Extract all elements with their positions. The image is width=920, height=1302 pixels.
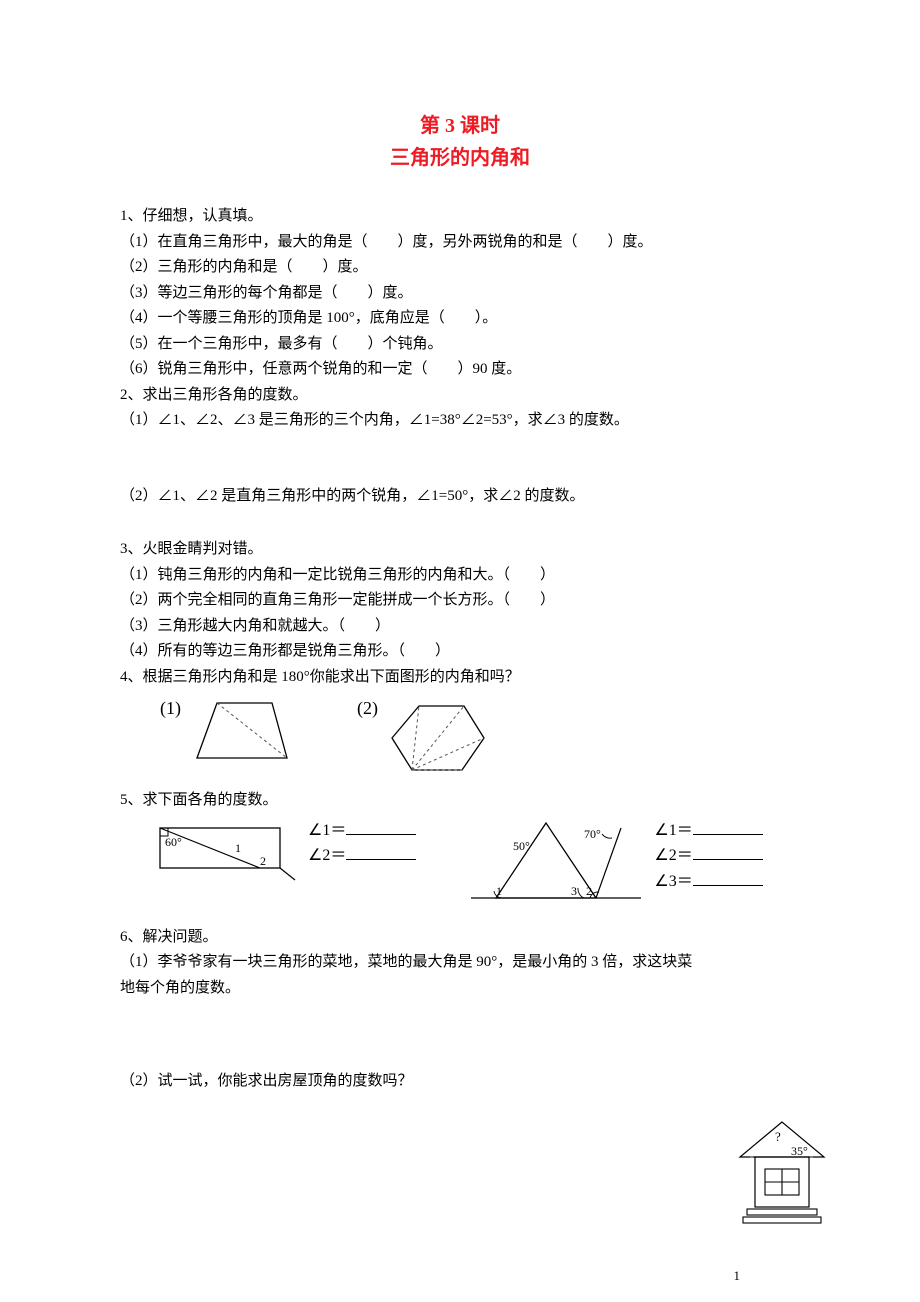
svg-text:1: 1 [235, 841, 241, 855]
q4-header: 4、根据三角形内角和是 180°你能求出下面图形的内角和吗？ [120, 665, 800, 691]
q5-right-a3-label: ∠3＝ [654, 873, 692, 890]
svg-text:50°: 50° [513, 839, 530, 853]
svg-text:35°: 35° [791, 1144, 808, 1158]
q1-item-3: （3）等边三角形的每个角都是（ ）度。 [120, 281, 800, 307]
q5-right-figure: 50° 70° 1 2 3 [466, 818, 646, 913]
q2-item-2: （2）∠1、∠2 是直角三角形中的两个锐角，∠1=50°，求∠2 的度数。 [120, 484, 800, 510]
q3-header: 3、火眼金睛判对错。 [120, 537, 800, 563]
q5-right-a2-label: ∠2＝ [654, 847, 692, 864]
q6-item-1b: 地每个角的度数。 [120, 976, 800, 1002]
q5-left-a1-label: ∠1＝ [308, 822, 346, 839]
house-icon: ? 35° [735, 1117, 830, 1237]
q3-item-1: （1）钝角三角形的内角和一定比锐角三角形的内角和大。（ ） [120, 563, 800, 589]
lesson-topic-title: 三角形的内角和 [120, 142, 800, 174]
svg-text:3: 3 [571, 884, 577, 898]
q4-figures-row: (1) (2) [160, 698, 800, 778]
house-figure-wrap: ? 35° [735, 1117, 830, 1242]
page-number: 1 [734, 1268, 741, 1284]
q1-item-5: （5）在一个三角形中，最多有（ ）个钝角。 [120, 332, 800, 358]
hexagon-icon [384, 698, 494, 778]
q6-item-1a: （1）李爷爷家有一块三角形的菜地，菜地的最大角是 90°，是最小角的 3 倍，求… [120, 950, 800, 976]
q1-item-6: （6）锐角三角形中，任意两个锐角的和一定（ ）90 度。 [120, 357, 800, 383]
q1-item-2: （2）三角形的内角和是（ ）度。 [120, 255, 800, 281]
q5-right-answers: ∠1＝ ∠2＝ ∠3＝ [654, 818, 762, 895]
blank-line [693, 820, 763, 835]
q5-right-a1-label: ∠1＝ [654, 822, 692, 839]
svg-text:?: ? [775, 1129, 781, 1144]
q4-fig1-label: (1) [160, 698, 181, 719]
q4-fig2-label: (2) [357, 698, 378, 719]
blank-line [346, 845, 416, 860]
svg-text:60°: 60° [165, 835, 182, 849]
q3-item-4: （4）所有的等边三角形都是锐角三角形。（ ） [120, 639, 800, 665]
quadrilateral-icon [187, 698, 297, 768]
worksheet-page: 第 3 课时 三角形的内角和 1、仔细想，认真填。 （1）在直角三角形中，最大的… [0, 0, 920, 1302]
q5-header: 5、求下面各角的度数。 [120, 788, 800, 814]
q2-item-1: （1）∠1、∠2、∠3 是三角形的三个内角，∠1=38°∠2=53°，求∠3 的… [120, 408, 800, 434]
blank-line [346, 820, 416, 835]
q3-item-2: （2）两个完全相同的直角三角形一定能拼成一个长方形。（ ） [120, 588, 800, 614]
q5-left-a2-label: ∠2＝ [308, 847, 346, 864]
q1-item-4: （4）一个等腰三角形的顶角是 100°，底角应是（ ）。 [120, 306, 800, 332]
q6-item-2: （2）试一试，你能求出房屋顶角的度数吗？ [120, 1069, 800, 1095]
q5-left-figure: 60° 1 2 [150, 818, 300, 888]
svg-text:70°: 70° [584, 827, 601, 841]
q1-item-1: （1）在直角三角形中，最大的角是（ ）度，另外两锐角的和是（ ）度。 [120, 230, 800, 256]
blank-line [693, 871, 763, 886]
blank-line [693, 845, 763, 860]
svg-text:2: 2 [260, 854, 266, 868]
q5-left-answers: ∠1＝ ∠2＝ [308, 818, 416, 869]
q1-header: 1、仔细想，认真填。 [120, 204, 800, 230]
q5-figures-row: 60° 1 2 ∠1＝ ∠2＝ 50° 70° 1 2 3 [120, 818, 800, 913]
q2-header: 2、求出三角形各角的度数。 [120, 383, 800, 409]
q3-item-3: （3）三角形越大内角和就越大。（ ） [120, 614, 800, 640]
lesson-number-title: 第 3 课时 [120, 110, 800, 142]
q6-header: 6、解决问题。 [120, 925, 800, 951]
